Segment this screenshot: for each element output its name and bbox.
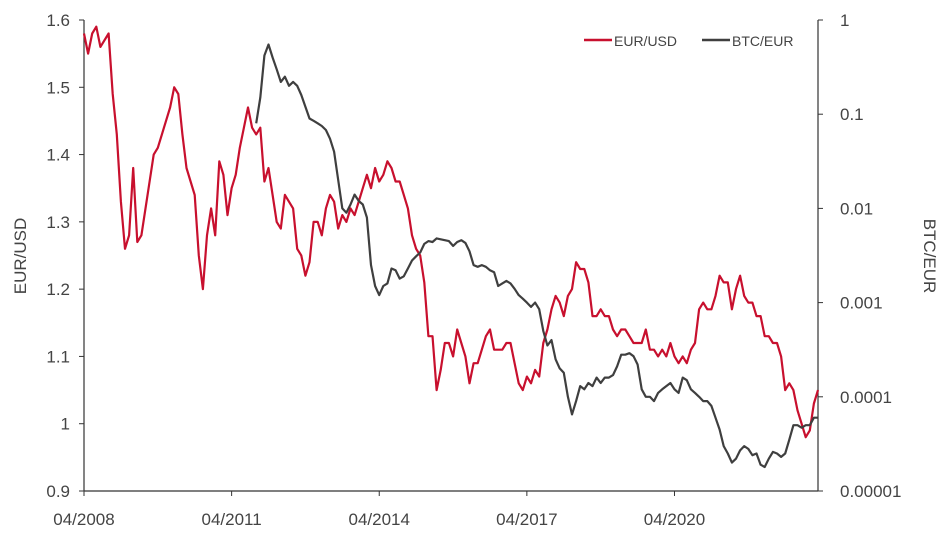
series-lines <box>82 25 820 469</box>
left-tick-label: 1.4 <box>46 146 70 165</box>
right-axis-title: BTC/EUR <box>920 219 939 294</box>
right-tick-label: 0.00001 <box>840 482 901 501</box>
legend: EUR/USD BTC/EUR <box>584 33 793 49</box>
legend-label-eur-usd: EUR/USD <box>614 33 677 49</box>
left-tick-label: 1 <box>61 415 70 434</box>
right-tick-label: 0.001 <box>840 294 883 313</box>
x-axis-ticks: 04/2008 04/2011 04/2014 04/2017 04/2020 <box>53 491 705 529</box>
right-tick-label: 1 <box>840 11 849 30</box>
left-tick-label: 1.1 <box>46 347 70 366</box>
right-axis-ticks: 0.00001 0.0001 0.001 0.01 0.1 1 <box>818 11 901 501</box>
left-tick-label: 1.6 <box>46 11 70 30</box>
left-axis-title: EUR/USD <box>11 218 30 295</box>
right-tick-label: 0.0001 <box>840 388 892 407</box>
legend-label-btc-eur: BTC/EUR <box>732 33 793 49</box>
left-axis-ticks: 0.9 1 1.1 1.2 1.3 1.4 1.5 1.6 <box>46 11 84 501</box>
right-tick-label: 0.01 <box>840 199 873 218</box>
series-line-btc-eur <box>255 43 818 469</box>
left-tick-label: 1.2 <box>46 280 70 299</box>
right-tick-label: 0.1 <box>840 105 864 124</box>
left-tick-label: 1.5 <box>46 78 70 97</box>
series-line-eur-usd <box>82 25 820 439</box>
axes <box>83 20 819 492</box>
x-tick-label: 04/2008 <box>53 510 114 529</box>
x-tick-label: 04/2020 <box>644 510 705 529</box>
left-tick-label: 0.9 <box>46 482 70 501</box>
x-tick-label: 04/2017 <box>496 510 557 529</box>
x-tick-label: 04/2014 <box>349 510 410 529</box>
x-tick-label: 04/2011 <box>202 510 262 529</box>
left-tick-label: 1.3 <box>46 213 70 232</box>
